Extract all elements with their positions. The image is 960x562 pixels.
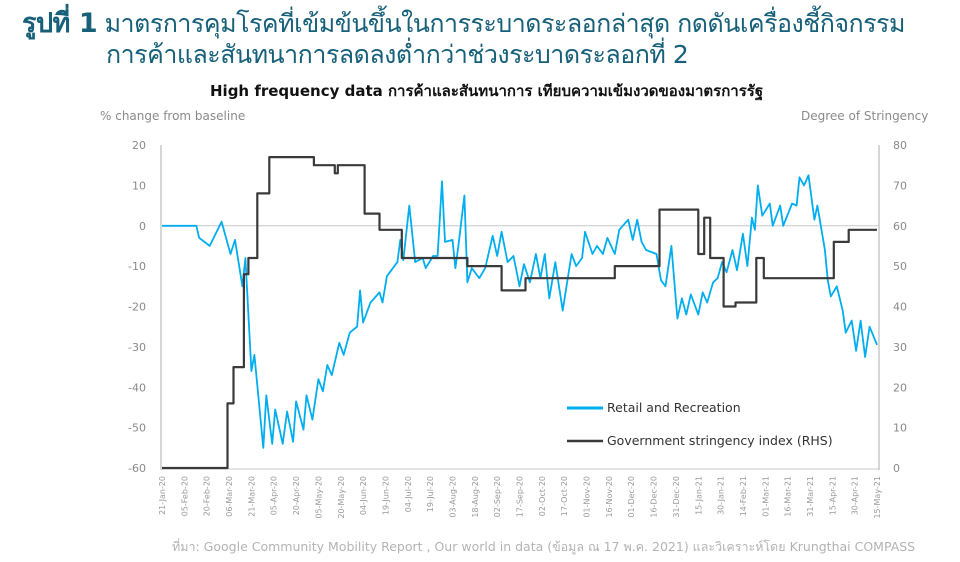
x-tick-label: 15-May-21 [873,476,882,519]
left-y-tick-label: 10 [132,179,146,192]
x-tick-label: 20-May-20 [337,476,346,519]
x-tick-label: 06-Mar-20 [225,476,234,517]
left-y-tick-label: 0 [139,220,146,233]
x-tick-label: 01-Nov-20 [583,476,592,518]
x-tick-label: 20-Feb-20 [203,476,212,516]
x-tick-label: 30-Apr-21 [851,476,860,515]
x-tick-label: 16-Dec-20 [650,476,659,518]
right-y-tick-label: 80 [893,139,907,152]
retail-recreation-line [162,174,878,449]
x-tick-label: 01-Dec-20 [627,476,636,518]
x-tick-label: 16-Mar-21 [784,476,793,517]
x-tick-label: 01-Mar-21 [761,476,770,517]
x-tick-label: 02-Sep-20 [493,476,502,517]
right-y-tick-label: 60 [893,220,907,233]
title-line-2: การค้าและสันทนาการลดลงต่ำกว่าช่วงระบาดระ… [106,40,689,69]
right-y-tick-label: 70 [893,179,907,192]
x-tick-label: 16-Nov-20 [605,476,614,518]
figure-label: รูปที่ 1 [22,8,98,39]
x-tick-label: 17-Oct-20 [560,476,569,516]
x-tick-label: 18-Aug-20 [471,476,480,518]
x-tick-label: 14-Feb-21 [739,476,748,516]
x-tick-label: 15-Jan-21 [694,476,703,515]
x-tick-label: 31-Dec-20 [672,476,681,518]
x-tick-label: 19-Jun-20 [381,476,390,515]
left-y-tick-label: -40 [128,381,146,394]
stringency-index-line [162,156,877,470]
x-tick-label: 21-Mar-20 [247,476,256,517]
x-tick-label: 04-Jun-20 [359,476,368,515]
left-y-tick-label: -20 [128,301,146,314]
figure-title: รูปที่ 1 มาตรการคุมโรคที่เข้มข้นขึ้นในกา… [22,8,905,70]
x-tick-label: 21-Jan-20 [158,476,167,515]
x-tick-label: 19-Jul-20 [426,476,435,512]
right-y-tick-label: 40 [893,301,907,314]
x-tick-label: 04-Jul-20 [404,476,413,512]
right-y-tick-label: 30 [893,341,907,354]
x-tick-label: 02-Oct-20 [538,476,547,516]
x-tick-label: 17-Sep-20 [516,476,525,517]
x-tick-label: 05-May-20 [314,476,323,519]
x-tick-label: 20-Apr-20 [292,476,301,515]
x-tick-label: 05-Feb-20 [180,476,189,516]
left-y-tick-label: -10 [128,260,146,273]
left-axis-label: % change from baseline [100,109,246,123]
title-line-1: มาตรการคุมโรคที่เข้มข้นขึ้นในการระบาดระล… [104,9,906,38]
legend-label-stringency: Government stringency index (RHS) [607,433,833,448]
x-tick-label: 03-Aug-20 [448,476,457,518]
x-tick-label: 30-Jan-21 [717,476,726,515]
chart-title: High frequency data การค้าและสันทนาการ เ… [210,82,764,100]
left-y-tick-label: 20 [132,139,146,152]
x-tick-label: 15-Apr-21 [828,476,837,515]
legend-label-retail: Retail and Recreation [607,400,741,415]
right-y-tick-label: 50 [893,260,907,273]
right-axis-label: Degree of Stringency [801,109,929,123]
x-tick-label: 31-Mar-21 [806,476,815,517]
right-y-tick-label: 10 [893,422,907,435]
legend: Retail and Recreation Government stringe… [567,400,833,448]
left-y-tick-label: -30 [128,341,146,354]
left-y-tick-label: -60 [128,462,146,475]
x-tick-label: 05-Apr-20 [270,476,279,515]
left-y-tick-label: -50 [128,422,146,435]
source-note: ที่มา: Google Community Mobility Report … [172,539,916,554]
right-y-tick-label: 20 [893,381,907,394]
right-y-tick-label: 0 [893,462,900,475]
